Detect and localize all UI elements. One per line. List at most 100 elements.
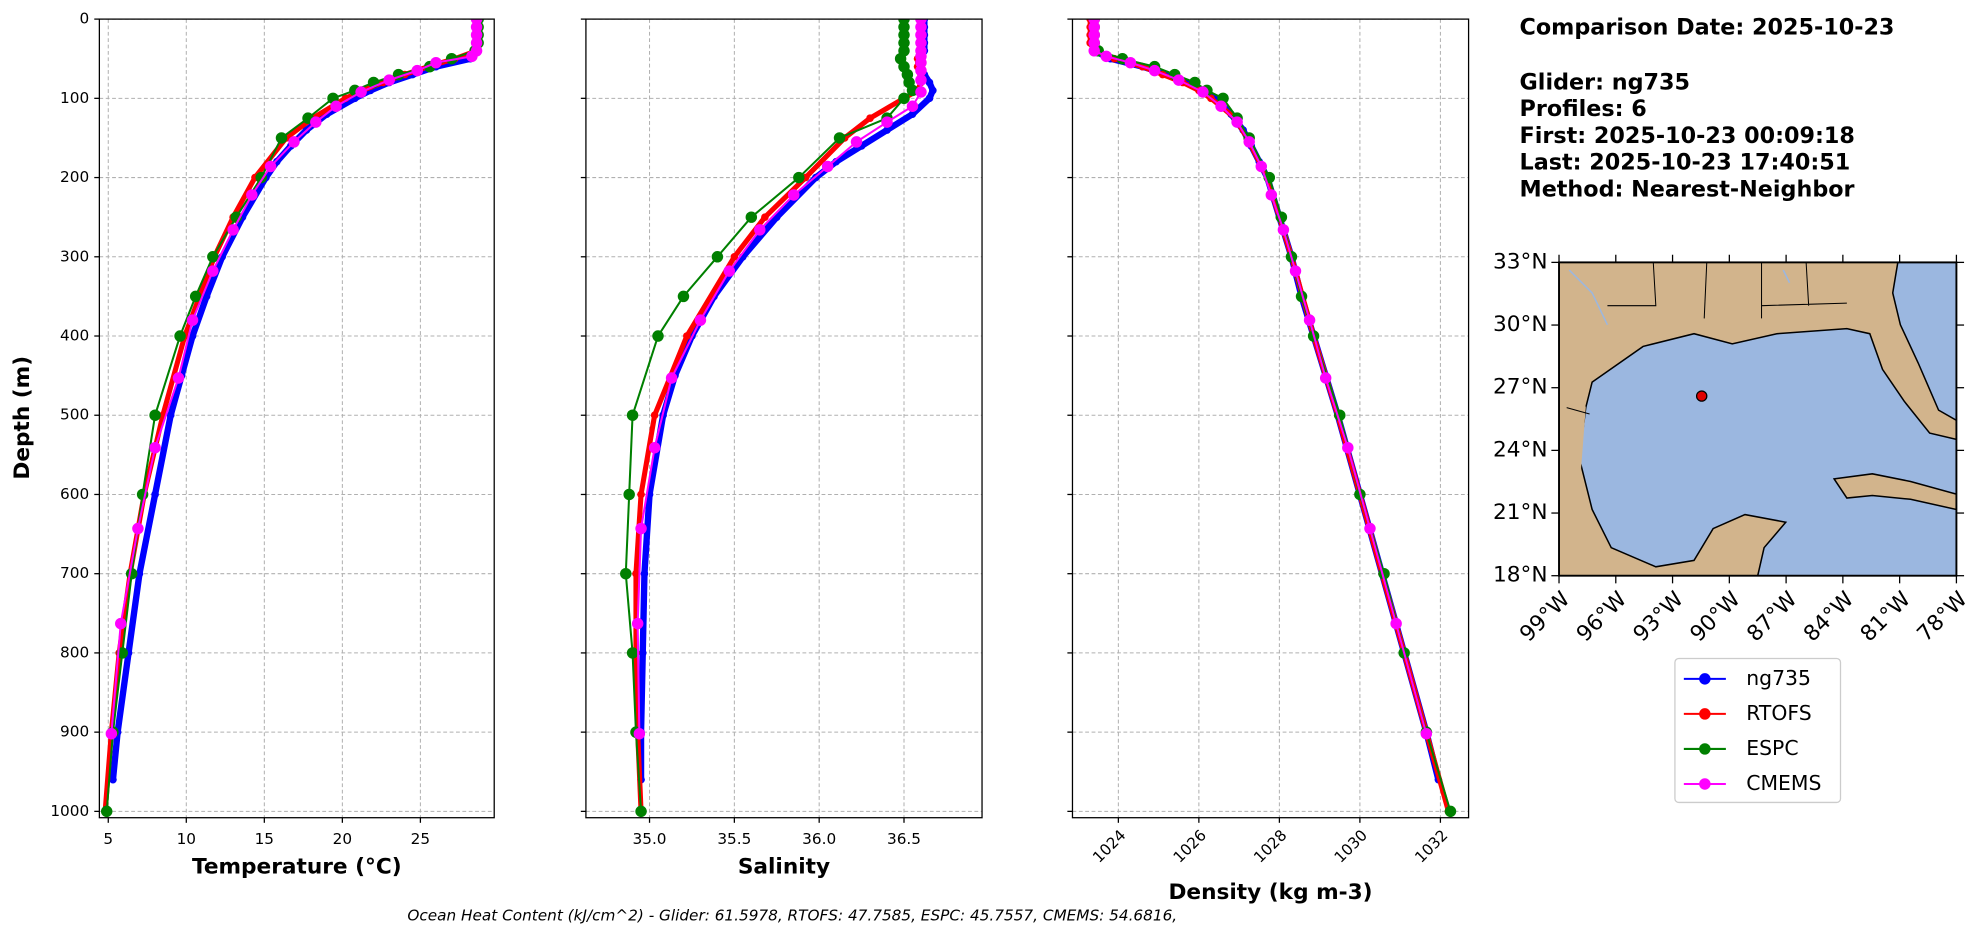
profile-marker [683, 332, 691, 340]
plot-area [620, 19, 937, 818]
profile-marker [1215, 100, 1227, 112]
legend-label: ESPC [1746, 736, 1798, 760]
x-tick-label: 1024 [1089, 826, 1129, 866]
y-tick-label: 600 [60, 485, 89, 503]
y-tick-label: 300 [60, 247, 89, 265]
plot-area [100, 19, 484, 818]
profile-marker [788, 189, 800, 201]
y-tick-label: 700 [60, 564, 89, 582]
profile-marker [915, 64, 927, 77]
map-x-tick-label: 78°W [1913, 587, 1973, 647]
profile-marker [1303, 314, 1316, 326]
x-tick-label: 35.0 [633, 830, 667, 848]
map-y-tick-label: 24°N [1493, 437, 1548, 462]
profile-marker [1124, 56, 1137, 69]
axes-frame [98, 18, 495, 819]
x-tick-label: 10 [177, 830, 196, 848]
legend-label: CMEMS [1746, 771, 1821, 795]
profile-marker [883, 126, 891, 134]
profile-marker [466, 50, 478, 63]
profile-marker [723, 265, 735, 277]
profile-marker [1148, 64, 1161, 77]
map-x-tick-label: 81°W [1856, 587, 1916, 647]
profile-marker [288, 136, 300, 148]
profile-marker [470, 21, 483, 33]
profile-marker [1088, 29, 1100, 41]
profile-marker [866, 114, 874, 122]
profile-marker [149, 409, 161, 421]
profile-marker [227, 224, 239, 236]
info-line: First: 2025-10-23 00:09:18 [1520, 123, 1855, 149]
y-tick-label: 200 [60, 168, 89, 186]
profile-marker [906, 100, 919, 112]
x-tick-label: 25 [411, 830, 430, 848]
profile-marker [915, 56, 927, 69]
profile-marker [202, 292, 211, 301]
x-tick-label: 1026 [1170, 826, 1210, 866]
profile-marker [929, 86, 937, 95]
profile-marker [310, 116, 322, 128]
profile-marker [470, 37, 483, 49]
profile-marker [761, 213, 769, 221]
profile-marker [850, 136, 863, 148]
profile-marker [898, 29, 910, 41]
map-x-tick-label: 90°W [1686, 587, 1746, 647]
y-tick-label: 800 [60, 643, 89, 661]
map-background [1559, 262, 1957, 576]
x-tick-label: 36.5 [887, 830, 921, 848]
profile-line [1093, 19, 1428, 735]
plot-area [1086, 19, 1457, 818]
y-tick-label: 900 [60, 723, 89, 741]
profile-line [1091, 19, 1442, 781]
profile-marker [745, 211, 758, 223]
info-line: Glider: ng735 [1520, 69, 1690, 95]
profile-marker [1088, 37, 1100, 49]
x-axis-label: Temperature (°C) [192, 854, 402, 879]
profile-marker [109, 775, 117, 784]
legend: ng735 RTOFS ESPC CMEMS [1674, 657, 1842, 804]
profile-marker [411, 64, 424, 77]
profile-marker [898, 37, 910, 49]
profile-marker [100, 805, 113, 818]
profile-marker [638, 649, 647, 657]
profile-marker [430, 56, 442, 69]
profile-marker [383, 74, 395, 86]
map-y-tick-label: 21°N [1493, 500, 1548, 525]
legend-marker [1699, 673, 1711, 685]
profile-marker [637, 490, 645, 499]
profile-marker [915, 29, 927, 41]
profile-marker [898, 92, 910, 105]
profile-marker [626, 647, 639, 659]
profile-marker [711, 251, 724, 263]
profile-marker [623, 488, 635, 501]
x-tick-label: 36.0 [802, 830, 836, 848]
profile-marker [149, 441, 161, 454]
info-line: Method: Nearest-Neighbor [1520, 176, 1855, 202]
profile-line [110, 19, 478, 734]
profile-marker [915, 37, 927, 49]
profile-marker [135, 569, 144, 578]
profile-marker [898, 21, 910, 33]
profile-marker [1189, 76, 1201, 89]
x-tick-label: 1032 [1411, 826, 1451, 866]
profile-marker [189, 290, 202, 303]
profile-marker [650, 411, 659, 420]
profile-marker [925, 94, 934, 103]
profile-marker [833, 132, 846, 144]
x-axis-label: Salinity [738, 854, 830, 879]
profile-marker [207, 265, 219, 277]
axes-frame [585, 18, 983, 819]
profile-marker [1289, 265, 1302, 277]
profile-marker [620, 567, 632, 580]
profile-marker [754, 224, 766, 236]
legend-marker [1699, 708, 1711, 720]
profile-marker [1255, 160, 1268, 173]
profile-marker [1197, 86, 1209, 98]
profile-marker [1420, 727, 1433, 740]
profile-marker [626, 409, 639, 421]
x-tick-label: 1030 [1331, 826, 1371, 866]
y-tick-label: 500 [60, 406, 89, 424]
profile-marker [635, 522, 647, 535]
map-x-tick-label: 99°W [1515, 587, 1575, 647]
map-x-tick-label: 96°W [1572, 587, 1632, 647]
